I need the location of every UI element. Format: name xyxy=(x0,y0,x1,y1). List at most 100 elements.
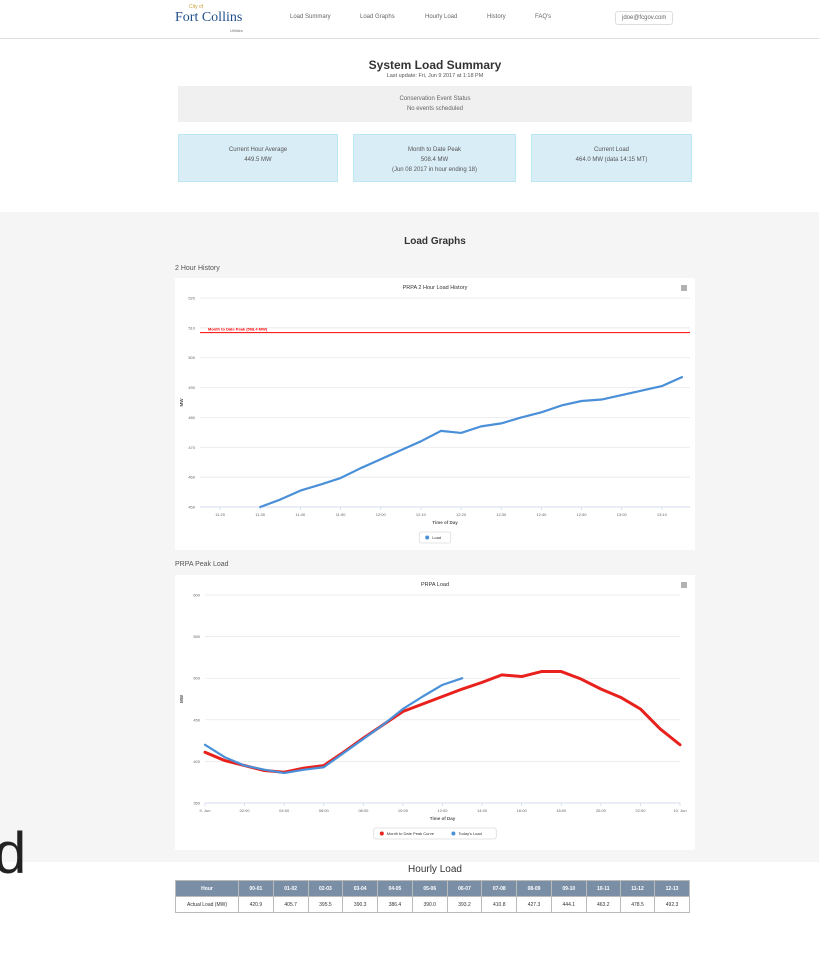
legend-marker xyxy=(379,831,384,836)
table-row: Hour 00-01 01-02 02-03 03-04 04-05 05-06 06-07 0… xyxy=(175,880,690,897)
nav-link[interactable]: FAQ's xyxy=(535,14,552,20)
legend-label: Month to Date Peak Curve xyxy=(387,831,435,836)
info-box: Month to Date Peak 508.4 MW (Jun 08 2017… xyxy=(353,134,516,182)
y-tick-label: 350 xyxy=(193,801,200,806)
chart-menu[interactable] xyxy=(681,582,687,588)
x-tick-label: 18:00 xyxy=(556,808,567,813)
y-tick-label: 400 xyxy=(193,759,200,764)
box-title: Current Load xyxy=(593,147,630,153)
x-tick-label: 12:00 xyxy=(376,512,387,517)
legend-label: Today's Load xyxy=(458,831,481,836)
table-cell: 11-12 xyxy=(619,880,656,897)
table-cell: 390.3 xyxy=(342,896,379,913)
series-line xyxy=(259,376,684,509)
table-cell: 01-02 xyxy=(272,880,309,897)
summary-updated: Last update: Fri, Jun 9 2017 at 1:18 PM xyxy=(386,73,484,79)
table-cell: 444.1 xyxy=(550,896,587,913)
y-tick-label: 450 xyxy=(188,505,195,510)
logo[interactable]: Fort Collins xyxy=(175,10,243,25)
x-tick-label: 11:50 xyxy=(336,512,346,517)
legend-label: Load xyxy=(432,535,441,540)
table-cell: 390.0 xyxy=(411,896,448,913)
x-tick-label: 13:00 xyxy=(617,512,628,517)
x-tick-label: 10:00 xyxy=(398,808,409,813)
x-tick-label: 9. Jun xyxy=(200,808,211,813)
nav-link[interactable]: History xyxy=(487,14,506,20)
header-rule xyxy=(0,38,819,39)
chart: PRPA Load 350 400 450 500 550 600 9. Jun 02:00 04… xyxy=(175,575,695,850)
plot-line-label: Month to Date Peak (508.4 MW) xyxy=(208,327,268,332)
box-line: (Jun 08 2017 in hour ending 18) xyxy=(391,167,478,173)
table-cell: 12-13 xyxy=(654,880,690,897)
table-cell: 463.2 xyxy=(585,896,621,913)
y-tick-label: 550 xyxy=(193,634,200,639)
table-cell: 410.8 xyxy=(481,896,518,913)
table-cell: 386.4 xyxy=(377,896,413,913)
legend-marker xyxy=(451,831,456,836)
legend-box xyxy=(373,827,497,840)
table-row: Actual Load (MW) 420.9 405.7 395.5 390.3 386.… xyxy=(175,896,690,913)
event-box: Conservation Event Status No events sche… xyxy=(178,86,692,122)
logo-sub: Utilities xyxy=(230,28,243,33)
y-tick-label: 470 xyxy=(188,445,195,450)
event-title: Conservation Event Status xyxy=(399,96,471,102)
legend-item[interactable]: Month to Date Peak Curve xyxy=(379,831,435,836)
user-menu[interactable]: jdoe@fcgov.com xyxy=(615,11,674,25)
table-cell: 09-10 xyxy=(550,880,587,897)
x-tick-label: 20:00 xyxy=(596,808,607,813)
table-cell: 00-01 xyxy=(238,880,274,897)
section-label: PRPA Peak Load xyxy=(175,561,229,568)
x-tick-label: 11:30 xyxy=(255,512,265,517)
table-cell: 420.9 xyxy=(238,896,274,913)
x-axis-title: Time of Day xyxy=(432,520,458,525)
x-tick-label: 08:00 xyxy=(358,808,369,813)
series-line xyxy=(203,677,464,775)
x-tick-label: 06:00 xyxy=(319,808,330,813)
y-tick-label: 480 xyxy=(188,415,195,420)
fragment: d xyxy=(0,821,27,886)
y-tick-label: 500 xyxy=(193,676,200,681)
summary-title: System Load Summary xyxy=(368,58,502,72)
legend-marker xyxy=(425,535,430,540)
chart-title: PRPA 2 Hour Load History xyxy=(403,285,468,291)
legend-item[interactable]: Today's Load xyxy=(451,831,482,836)
x-tick-label: 22:00 xyxy=(635,808,646,813)
x-tick-label: 16:00 xyxy=(517,808,528,813)
x-tick-label: 12:20 xyxy=(456,512,467,517)
x-tick-label: 12:00 xyxy=(437,808,448,813)
series-line xyxy=(203,670,682,774)
x-tick-label: 11:40 xyxy=(296,512,306,517)
y-tick-label: 520 xyxy=(188,296,195,301)
chart-title: PRPA Load xyxy=(421,582,449,588)
table-cell: 06-07 xyxy=(446,880,483,897)
info-box: Current Hour Average 449.5 MW xyxy=(178,134,338,182)
table-cell: 492.3 xyxy=(654,896,690,913)
table-cell: 478.5 xyxy=(619,896,656,913)
x-tick-label: 12:40 xyxy=(536,512,547,517)
y-tick-label: 600 xyxy=(193,593,200,598)
table-cell: 10-11 xyxy=(585,880,621,897)
box-line: 449.5 MW xyxy=(244,157,272,163)
nav-link[interactable]: Load Graphs xyxy=(360,14,395,20)
table-cell: Hour xyxy=(175,880,239,897)
legend-box xyxy=(418,531,452,544)
chart: PRPA 2 Hour Load History 450 460 470 480 490 5… xyxy=(175,278,695,550)
x-tick-label: 02:00 xyxy=(240,808,251,813)
nav-link[interactable]: Load Summary xyxy=(290,14,331,20)
legend-item[interactable]: Load xyxy=(425,535,441,540)
section-label: 2 Hour History xyxy=(175,265,220,272)
y-axis-title: MW xyxy=(179,398,184,407)
table-cell: 393.2 xyxy=(446,896,483,913)
chart-menu[interactable] xyxy=(681,285,687,291)
table-cell: 427.3 xyxy=(516,896,552,913)
event-text: No events scheduled xyxy=(406,106,464,112)
y-axis-title: MW xyxy=(179,694,184,703)
logo-small: City of xyxy=(189,4,204,10)
nav-link[interactable]: Hourly Load xyxy=(425,14,458,20)
table-cell: 05-06 xyxy=(411,880,448,897)
box-line: 464.0 MW (data 14:15 MT) xyxy=(575,157,648,163)
box-title: Month to Date Peak xyxy=(407,147,462,153)
y-tick-label: 490 xyxy=(188,385,195,390)
table-cell: 03-04 xyxy=(342,880,379,897)
